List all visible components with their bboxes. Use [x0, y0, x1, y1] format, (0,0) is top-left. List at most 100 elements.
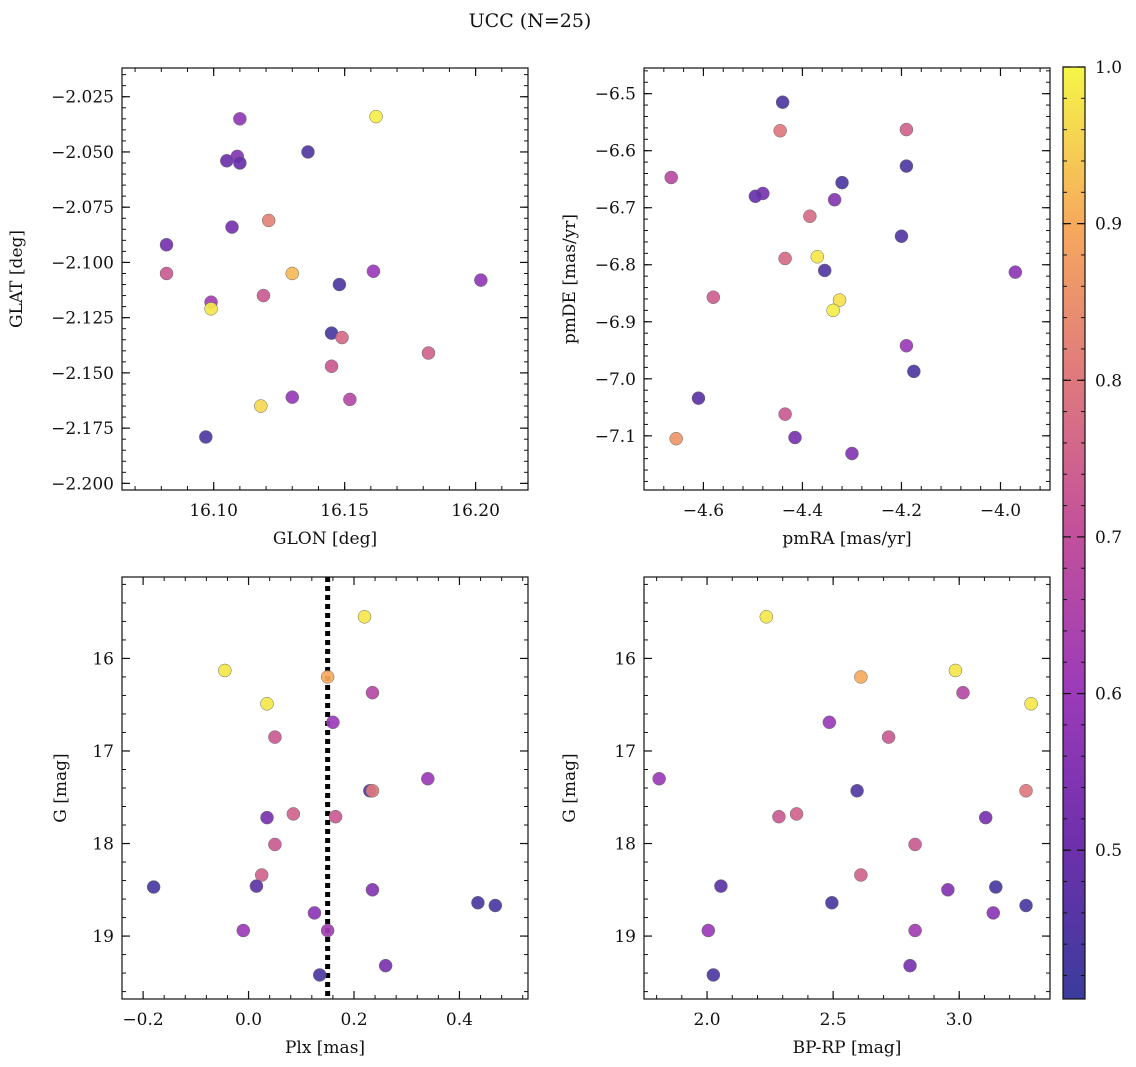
data-point: [260, 697, 274, 711]
data-point: [261, 213, 276, 228]
y-tick-label: −2.100: [51, 253, 114, 273]
x-tick-label: 0.0: [235, 1010, 262, 1030]
colorbar-tick-label: 0.6: [1095, 685, 1122, 705]
y-tick-label: 16: [92, 649, 114, 669]
x-tick-label: −4.0: [980, 501, 1021, 521]
plot-frame: [121, 67, 529, 491]
data-point: [772, 809, 786, 824]
panel-glon-glat: 16.10 16.15 16.20 −2.025 −2.050 −2.075 −2.100 −…: [7, 67, 529, 549]
data-point: [714, 879, 728, 893]
x-tick-label: −4.4: [782, 501, 823, 521]
colorbar-frame: [1062, 66, 1086, 1000]
data-point: [365, 883, 380, 897]
x-tick-label: 16.20: [451, 501, 500, 521]
y-axis-label: pmDE [mas/yr]: [560, 214, 580, 344]
data-point: [225, 220, 239, 234]
y-tick-label: 16: [614, 649, 636, 669]
data-point: [845, 446, 859, 461]
data-point: [691, 391, 706, 405]
data-point: [899, 338, 914, 353]
data-point: [1008, 265, 1023, 279]
colorbar-tick-label: 0.9: [1095, 215, 1122, 235]
colorbar-tick-label: 1.0: [1095, 58, 1122, 78]
data-point: [378, 958, 393, 973]
data-point: [236, 923, 251, 938]
data-point: [233, 156, 247, 170]
data-point: [854, 868, 868, 882]
y-tick-label: −2.200: [51, 474, 114, 494]
data-point: [268, 730, 282, 744]
y-tick-label: −6.9: [595, 313, 636, 333]
data-point: [254, 868, 269, 882]
data-point: [312, 968, 327, 982]
data-point: [343, 392, 357, 407]
data-point: [854, 670, 868, 684]
data-point: [899, 122, 914, 137]
data-point: [357, 610, 372, 624]
colorbar-gradient: [1063, 67, 1085, 999]
data-point: [421, 346, 436, 360]
data-point: [908, 923, 922, 938]
data-point: [832, 293, 847, 307]
data-point: [335, 330, 349, 345]
colorbar-tick-label: 0.8: [1095, 371, 1122, 391]
data-point: [835, 175, 849, 190]
data-point: [260, 810, 274, 825]
x-tick-label: 16.10: [189, 501, 238, 521]
data-point: [249, 879, 264, 893]
data-point: [986, 906, 1001, 920]
y-axis-label: GLAT [deg]: [7, 230, 27, 328]
data-point: [788, 430, 802, 445]
y-tick-label: 18: [614, 835, 636, 855]
data-point: [307, 906, 322, 920]
data-point: [285, 266, 300, 281]
data-point: [1024, 697, 1038, 711]
y-tick-label: −6.6: [595, 142, 636, 162]
data-point: [706, 968, 721, 982]
data-point: [956, 685, 970, 700]
data-point: [778, 251, 792, 266]
data-point: [803, 209, 817, 224]
data-point: [773, 123, 787, 138]
x-tick-label: 2.5: [820, 1010, 847, 1030]
data-point: [301, 145, 315, 159]
panels: 16.10 16.15 16.20 −2.025 −2.050 −2.075 −2.100 −…: [7, 67, 1051, 1058]
data-point: [825, 896, 839, 910]
data-point: [789, 807, 804, 821]
data-point: [907, 364, 921, 379]
data-point: [256, 288, 271, 303]
x-axis-label: Plx [mas]: [285, 1038, 365, 1058]
data-point: [669, 431, 683, 446]
plot-frame: [643, 67, 1051, 491]
x-tick-label: −4.6: [683, 501, 724, 521]
data-point: [471, 896, 485, 910]
data-point: [1019, 784, 1033, 798]
data-point: [810, 250, 825, 264]
data-point: [199, 430, 213, 444]
y-tick-label: −7.0: [595, 370, 636, 390]
y-tick-label: 18: [92, 835, 114, 855]
data-point: [908, 837, 922, 852]
data-point: [652, 771, 666, 786]
data-point: [218, 663, 232, 678]
data-point: [365, 784, 380, 798]
data-point: [146, 880, 161, 894]
data-point: [978, 810, 993, 825]
data-point: [899, 159, 914, 173]
y-tick-label: −2.150: [51, 364, 114, 384]
data-point: [989, 880, 1003, 894]
y-tick-label: −6.5: [595, 85, 636, 105]
data-point: [326, 715, 340, 730]
data-point: [204, 302, 218, 316]
data-point: [827, 192, 842, 207]
data-point: [159, 238, 174, 252]
data-point: [320, 923, 335, 938]
colorbar-tick-label: 0.5: [1095, 841, 1122, 861]
data-point: [159, 266, 174, 281]
data-point: [328, 809, 343, 824]
y-tick-label: 19: [614, 927, 636, 947]
data-point: [268, 837, 282, 852]
panel-pm: −4.6 −4.4 −4.2 −4.0 −6.5 −6.6 −6.7 −6.8 −6.9 −7.0…: [560, 67, 1051, 549]
colorbar-tick-label: 0.7: [1095, 528, 1122, 548]
data-point: [365, 685, 380, 700]
